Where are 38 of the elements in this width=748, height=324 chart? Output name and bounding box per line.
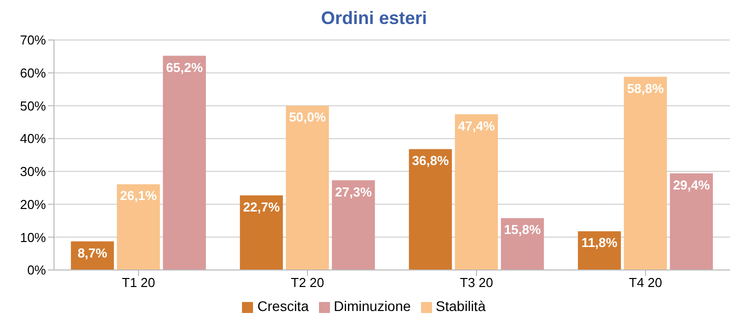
legend-label: Diminuzione — [334, 298, 411, 314]
y-tick-label: 30% — [20, 164, 46, 180]
data-label: 58,8% — [626, 80, 664, 96]
bar — [286, 106, 329, 270]
data-label: 27,3% — [334, 184, 372, 200]
bar — [454, 114, 498, 270]
y-tick-label: 50% — [20, 98, 46, 114]
data-label: 8,7% — [78, 245, 108, 260]
legend-label: Crescita — [257, 298, 309, 314]
y-tick-label: 10% — [20, 230, 46, 245]
x-tick-label: T2 20 — [290, 275, 324, 290]
x-tick-label: T1 20 — [122, 275, 156, 290]
bar — [116, 184, 160, 270]
data-label: 36,8% — [412, 153, 450, 168]
data-label: 50,0% — [288, 110, 326, 125]
bar — [332, 180, 375, 270]
data-label: 65,2% — [166, 60, 204, 75]
legend-label: Stabilità — [436, 298, 486, 314]
x-tick-label: T4 20 — [628, 275, 662, 290]
chart-title: Ordini esteri — [320, 8, 428, 30]
bar — [240, 195, 283, 270]
data-label: 15,8% — [504, 222, 542, 238]
data-label: 22,7% — [242, 199, 280, 214]
data-label: 29,4% — [672, 177, 710, 192]
bar — [162, 56, 206, 270]
y-tick-label: 0% — [27, 262, 46, 278]
bar — [500, 218, 544, 270]
bar — [624, 76, 667, 270]
data-label: 26,1% — [120, 188, 158, 204]
y-tick-label: 20% — [20, 196, 46, 212]
y-tick-label: 40% — [20, 131, 46, 146]
bar — [670, 173, 713, 270]
y-tick-label: 60% — [20, 65, 46, 80]
bar — [408, 149, 452, 270]
y-tick-label: 70% — [20, 32, 46, 48]
data-label: 11,8% — [581, 235, 618, 250]
data-label: 47,4% — [458, 118, 496, 134]
x-tick-label: T3 20 — [460, 275, 494, 290]
